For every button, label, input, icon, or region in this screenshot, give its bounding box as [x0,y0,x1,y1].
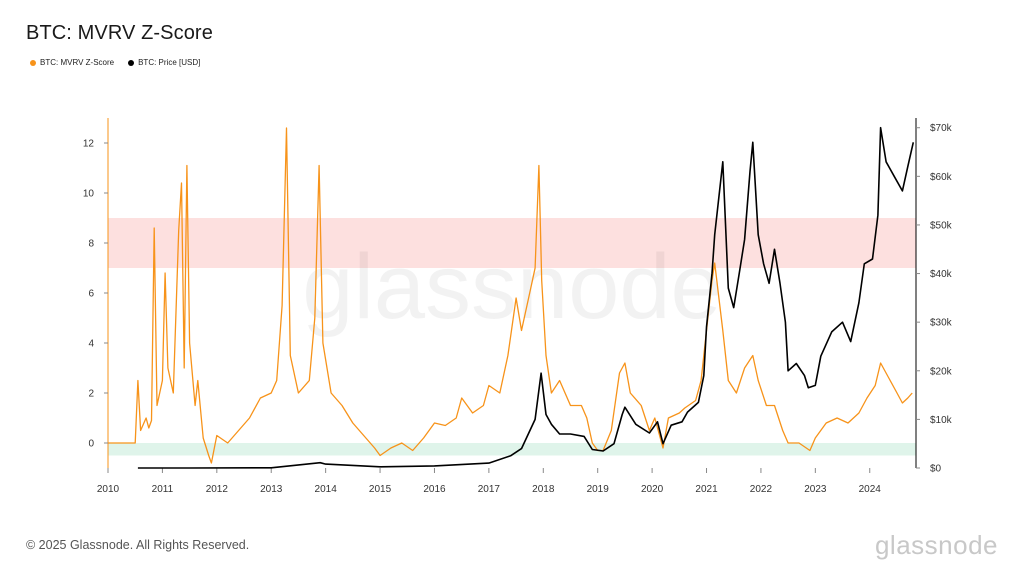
legend-label-mvrv: BTC: MVRV Z-Score [40,58,115,67]
y-right-tick-label-4: $40k [930,269,953,280]
watermark-text: glassnode [302,236,721,338]
y-left-tick-label-4: 8 [88,239,94,250]
x-tick-label-3: 2013 [260,484,283,495]
x-tick-label-8: 2018 [532,484,555,495]
legend-label-price: BTC: Price [USD] [138,58,201,67]
copyright-text: © 2025 Glassnode. All Rights Reserved. [26,538,250,552]
brand-logo: glassnode [874,530,998,560]
y-right-tick-label-1: $10k [930,415,953,426]
x-tick-label-4: 2014 [315,484,338,495]
x-tick-label-9: 2019 [587,484,610,495]
series-line-mvrv [108,127,913,464]
y-right-tick-label-7: $70k [930,123,953,134]
x-tick-label-13: 2023 [804,484,827,495]
series-line-price [137,126,915,469]
band-0 [108,218,916,268]
legend-dot-price [128,59,135,66]
y-right-tick-label-0: $0 [930,464,942,475]
y-left-tick-label-6: 12 [83,139,95,150]
x-tick-label-2: 2012 [206,484,229,495]
legend-item-mvrv[interactable]: BTC: MVRV Z-Score [30,58,114,67]
y-left-tick-label-3: 6 [88,289,94,300]
y-left-tick-label-0: 0 [88,439,94,450]
x-tick-label-5: 2015 [369,484,392,495]
chart-title: BTC: MVRV Z-Score [26,22,213,44]
x-tick-label-7: 2017 [478,484,501,495]
x-tick-label-12: 2022 [750,484,773,495]
y-right-tick-label-3: $30k [930,318,953,329]
legend-item-price[interactable]: BTC: Price [USD] [128,58,200,67]
x-tick-label-14: 2024 [859,484,882,495]
y-right-tick-label-6: $60k [930,172,953,183]
x-tick-label-10: 2020 [641,484,664,495]
x-tick-label-1: 2011 [152,484,174,495]
y-right-tick-label-2: $20k [930,366,953,377]
y-right-tick-label-5: $50k [930,220,953,231]
y-left-tick-label-2: 4 [88,339,94,350]
y-left-tick-label-1: 2 [88,389,94,400]
band-1 [108,443,916,456]
x-tick-label-6: 2016 [423,484,446,495]
legend-dot-mvrv [30,59,36,66]
chart-legend: BTC: MVRV Z-Score BTC: Price [USD] [30,58,200,67]
x-tick-label-11: 2021 [695,484,718,495]
y-left-tick-label-5: 10 [83,189,95,200]
x-tick-label-0: 2010 [97,484,120,495]
